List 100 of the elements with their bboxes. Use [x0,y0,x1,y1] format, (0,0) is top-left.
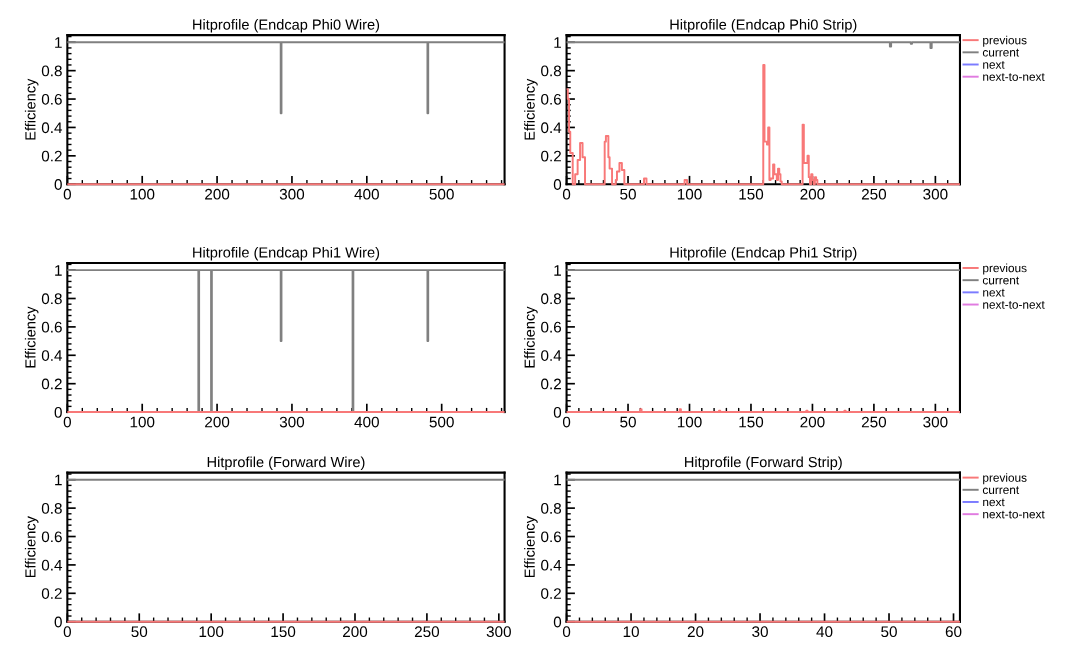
x-tick-label: 0 [63,626,71,638]
y-tick-label: 0.8 [541,293,562,305]
x-tick-label: 100 [677,416,702,428]
x-tick-label: 0 [562,416,571,428]
legend-label: next [983,498,1005,507]
x-tick-label: 60 [945,626,962,638]
x-tick-label: 100 [130,188,155,200]
y-axis-title: Efficiency [524,78,538,140]
x-tick-label: 300 [923,188,948,200]
y-tick-label: 0.6 [41,531,62,543]
y-tick-label: 0.2 [41,378,62,390]
y-tick-label: 0.2 [41,588,62,599]
y-tick-label: 0.6 [41,93,62,105]
x-tick-label: 30 [752,626,768,638]
x-tick-label: 300 [279,416,305,428]
x-tick-label: 0 [63,188,71,200]
x-tick-label: 100 [677,188,702,200]
legend-label: current [982,48,1020,57]
x-tick-label: 10 [623,626,639,638]
y-tick-label: 0.8 [41,65,62,77]
y-tick-label: 0.6 [41,321,62,333]
legend-label: previous [983,35,1027,47]
y-tick-label: 0.8 [41,502,62,514]
y-tick-label: 0 [54,406,62,418]
y-tick-label: 0.6 [541,93,562,105]
x-tick-label: 50 [881,626,897,638]
legend-label: next-to-next [983,510,1045,519]
x-tick-label: 300 [923,416,948,428]
y-tick-label: 0.4 [41,350,63,361]
x-tick-label: 50 [620,416,636,428]
y-tick-label: 1 [554,474,561,486]
y-tick-label: 0.8 [41,293,62,305]
y-tick-label: 1 [554,265,561,276]
x-tick-label: 250 [861,188,887,200]
y-axis-title: Efficiency [524,516,538,578]
x-tick-label: 300 [279,188,305,200]
x-tick-label: 500 [429,416,454,428]
x-tick-label: 250 [414,626,440,638]
legend-label: next-to-next [983,301,1045,309]
y-axis-title: Efficiency [24,306,39,368]
y-tick-label: 0.4 [541,122,562,134]
legend-label: previous [983,263,1027,275]
x-tick-label: 400 [354,416,379,428]
legend-label: previous [983,473,1027,485]
x-tick-label: 300 [486,626,511,638]
y-tick-label: 0.2 [541,150,561,162]
y-axis-title: Efficiency [524,306,538,368]
y-tick-label: 0 [553,406,562,418]
y-tick-label: 0.6 [541,321,562,333]
x-tick-label: 200 [205,416,230,428]
y-tick-label: 0 [54,179,62,190]
x-tick-label: 150 [739,416,764,428]
y-tick-label: 0 [54,616,62,628]
chart-title: Hitprofile (Endcap Phi1 Strip) [670,246,857,261]
legend-label: current [982,486,1020,495]
y-tick-label: 0.4 [541,559,562,571]
y-tick-label: 0 [553,179,562,190]
x-tick-label: 0 [562,188,571,200]
x-tick-label: 50 [620,188,636,200]
chart-title: Hitprofile (Forward Strip) [685,456,842,471]
y-tick-label: 0.2 [541,378,561,390]
y-axis-title: Efficiency [24,78,39,140]
x-tick-label: 0 [63,416,71,428]
y-tick-label: 0.4 [41,122,63,134]
x-tick-label: 200 [343,626,368,638]
y-tick-label: 1 [55,265,62,276]
x-tick-label: 500 [429,188,454,200]
x-tick-label: 100 [199,626,224,638]
x-tick-label: 250 [861,416,887,428]
y-axis-title: Efficiency [24,516,39,578]
x-tick-label: 40 [816,626,833,638]
y-tick-label: 0.6 [541,531,562,543]
y-tick-label: 0.8 [541,65,562,77]
legend-label: next-to-next [983,73,1045,81]
x-tick-label: 0 [562,626,571,638]
y-tick-label: 0.4 [541,350,562,361]
x-tick-label: 150 [271,626,296,638]
x-tick-label: 150 [739,188,764,200]
x-tick-label: 200 [800,416,825,428]
x-tick-label: 200 [800,188,825,200]
chart-title: Hitprofile (Endcap Phi0 Strip) [670,19,857,33]
chart-title: Hitprofile (Forward Wire) [207,456,365,471]
y-tick-label: 0.8 [541,502,562,514]
x-tick-label: 400 [354,188,379,200]
chart-title: Hitprofile (Endcap Phi0 Wire) [193,19,380,33]
x-tick-label: 200 [205,188,230,200]
chart-title: Hitprofile (Endcap Phi1 Wire) [193,246,380,261]
y-tick-label: 1 [554,37,561,48]
y-tick-label: 0.2 [541,588,561,599]
y-tick-label: 0.2 [41,150,62,162]
y-tick-label: 0.4 [41,559,63,571]
x-tick-label: 50 [131,626,148,638]
y-tick-label: 1 [55,37,62,48]
legend-label: current [982,276,1020,285]
legend-label: next [983,288,1005,297]
y-tick-label: 1 [55,474,62,486]
x-tick-label: 100 [130,416,155,428]
x-tick-label: 20 [687,626,704,638]
legend-label: next [983,61,1005,69]
y-tick-label: 0 [553,616,562,628]
